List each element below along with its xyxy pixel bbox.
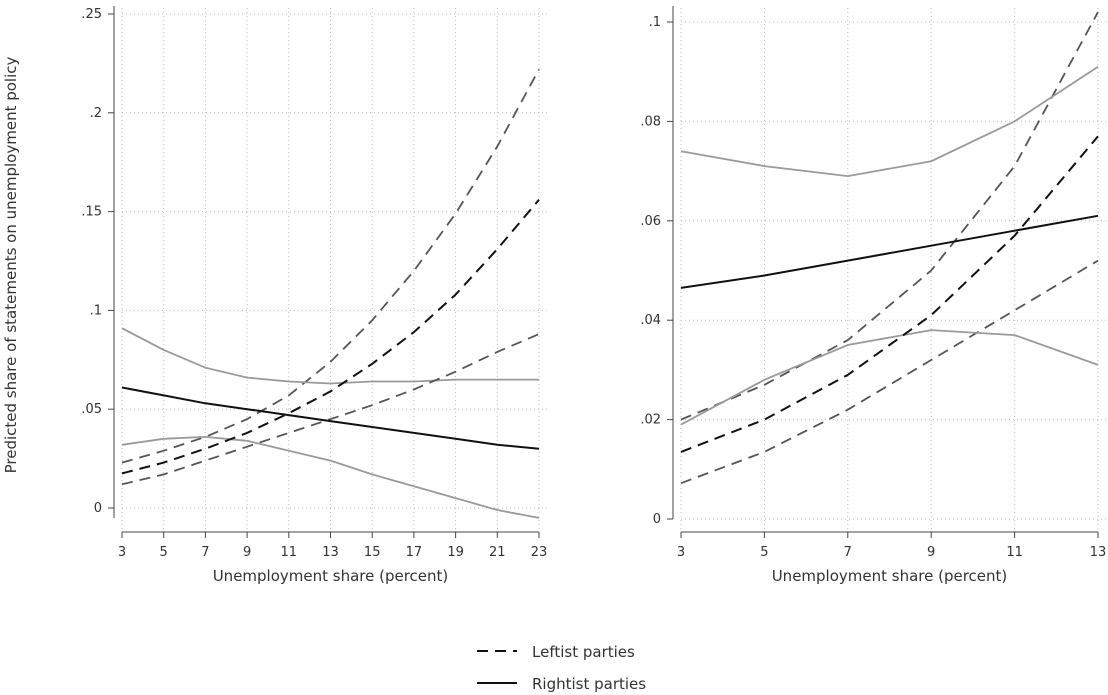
series-right-upper — [680, 65, 1099, 178]
y-tick-label: 0 — [653, 512, 661, 527]
series-left-lower — [680, 259, 1099, 485]
x-axis-title: Unemployment share (percent) — [772, 567, 1008, 585]
x-tick-label: 7 — [201, 545, 209, 560]
y-tick-label: .1 — [649, 15, 661, 30]
y-tick-label: .08 — [640, 114, 661, 129]
x-tick-label: 5 — [760, 545, 768, 560]
x-tick-label: 7 — [844, 545, 852, 560]
series-left-upper — [121, 68, 540, 464]
x-tick-label: 9 — [927, 545, 935, 560]
x-tick-label: 3 — [677, 545, 685, 560]
series-left-estimate — [680, 135, 1099, 453]
legend-label-leftist: Leftist parties — [532, 643, 635, 661]
series-right-lower — [121, 435, 540, 519]
legend: Leftist parties Rightist parties — [477, 643, 646, 693]
x-tick-label: 19 — [447, 545, 464, 560]
y-tick-label: .05 — [81, 402, 102, 417]
y-axis-title: Predicted share of statements on unemplo… — [2, 56, 20, 473]
x-tick-label: 17 — [406, 545, 423, 560]
x-tick-label: 23 — [531, 545, 548, 560]
y-tick-label: 0 — [94, 501, 102, 516]
x-axis-title: Unemployment share (percent) — [213, 567, 449, 585]
y-tick-label: .2 — [90, 106, 102, 121]
legend-label-rightist: Rightist parties — [532, 675, 646, 693]
series-right-estimate — [121, 386, 540, 450]
y-tick-label: .06 — [640, 214, 661, 229]
x-tick-label: 13 — [1090, 545, 1107, 560]
right-panel: 3 5 7 9 11 13 0 .02 .04 .06 .08 .1 Unemployment shar… — [640, 6, 1106, 585]
x-tick-label: 3 — [118, 545, 126, 560]
series-left-estimate — [121, 199, 540, 475]
series-left-upper — [680, 11, 1099, 421]
x-tick-label: 11 — [281, 545, 298, 560]
y-tick-label: .15 — [81, 205, 102, 220]
x-tick-label: 15 — [364, 545, 381, 560]
series-right-lower — [680, 329, 1099, 426]
left-panel: 3 5 7 9 11 13 15 17 19 21 23 0 .05 .1 .15 .2 .25 Unemploy… — [81, 6, 547, 585]
x-tick-label: 11 — [1006, 545, 1023, 560]
y-tick-label: .25 — [81, 7, 102, 22]
x-tick-label: 21 — [489, 545, 506, 560]
series-left-lower — [121, 333, 540, 486]
y-tick-label: .02 — [640, 413, 661, 428]
series-right-estimate — [680, 214, 1099, 289]
y-tick-label: .1 — [90, 303, 102, 318]
y-tick-label: .04 — [640, 313, 661, 328]
x-tick-label: 9 — [243, 545, 251, 560]
x-tick-label: 5 — [160, 545, 168, 560]
x-tick-label: 13 — [322, 545, 339, 560]
series-right-upper — [121, 327, 539, 385]
